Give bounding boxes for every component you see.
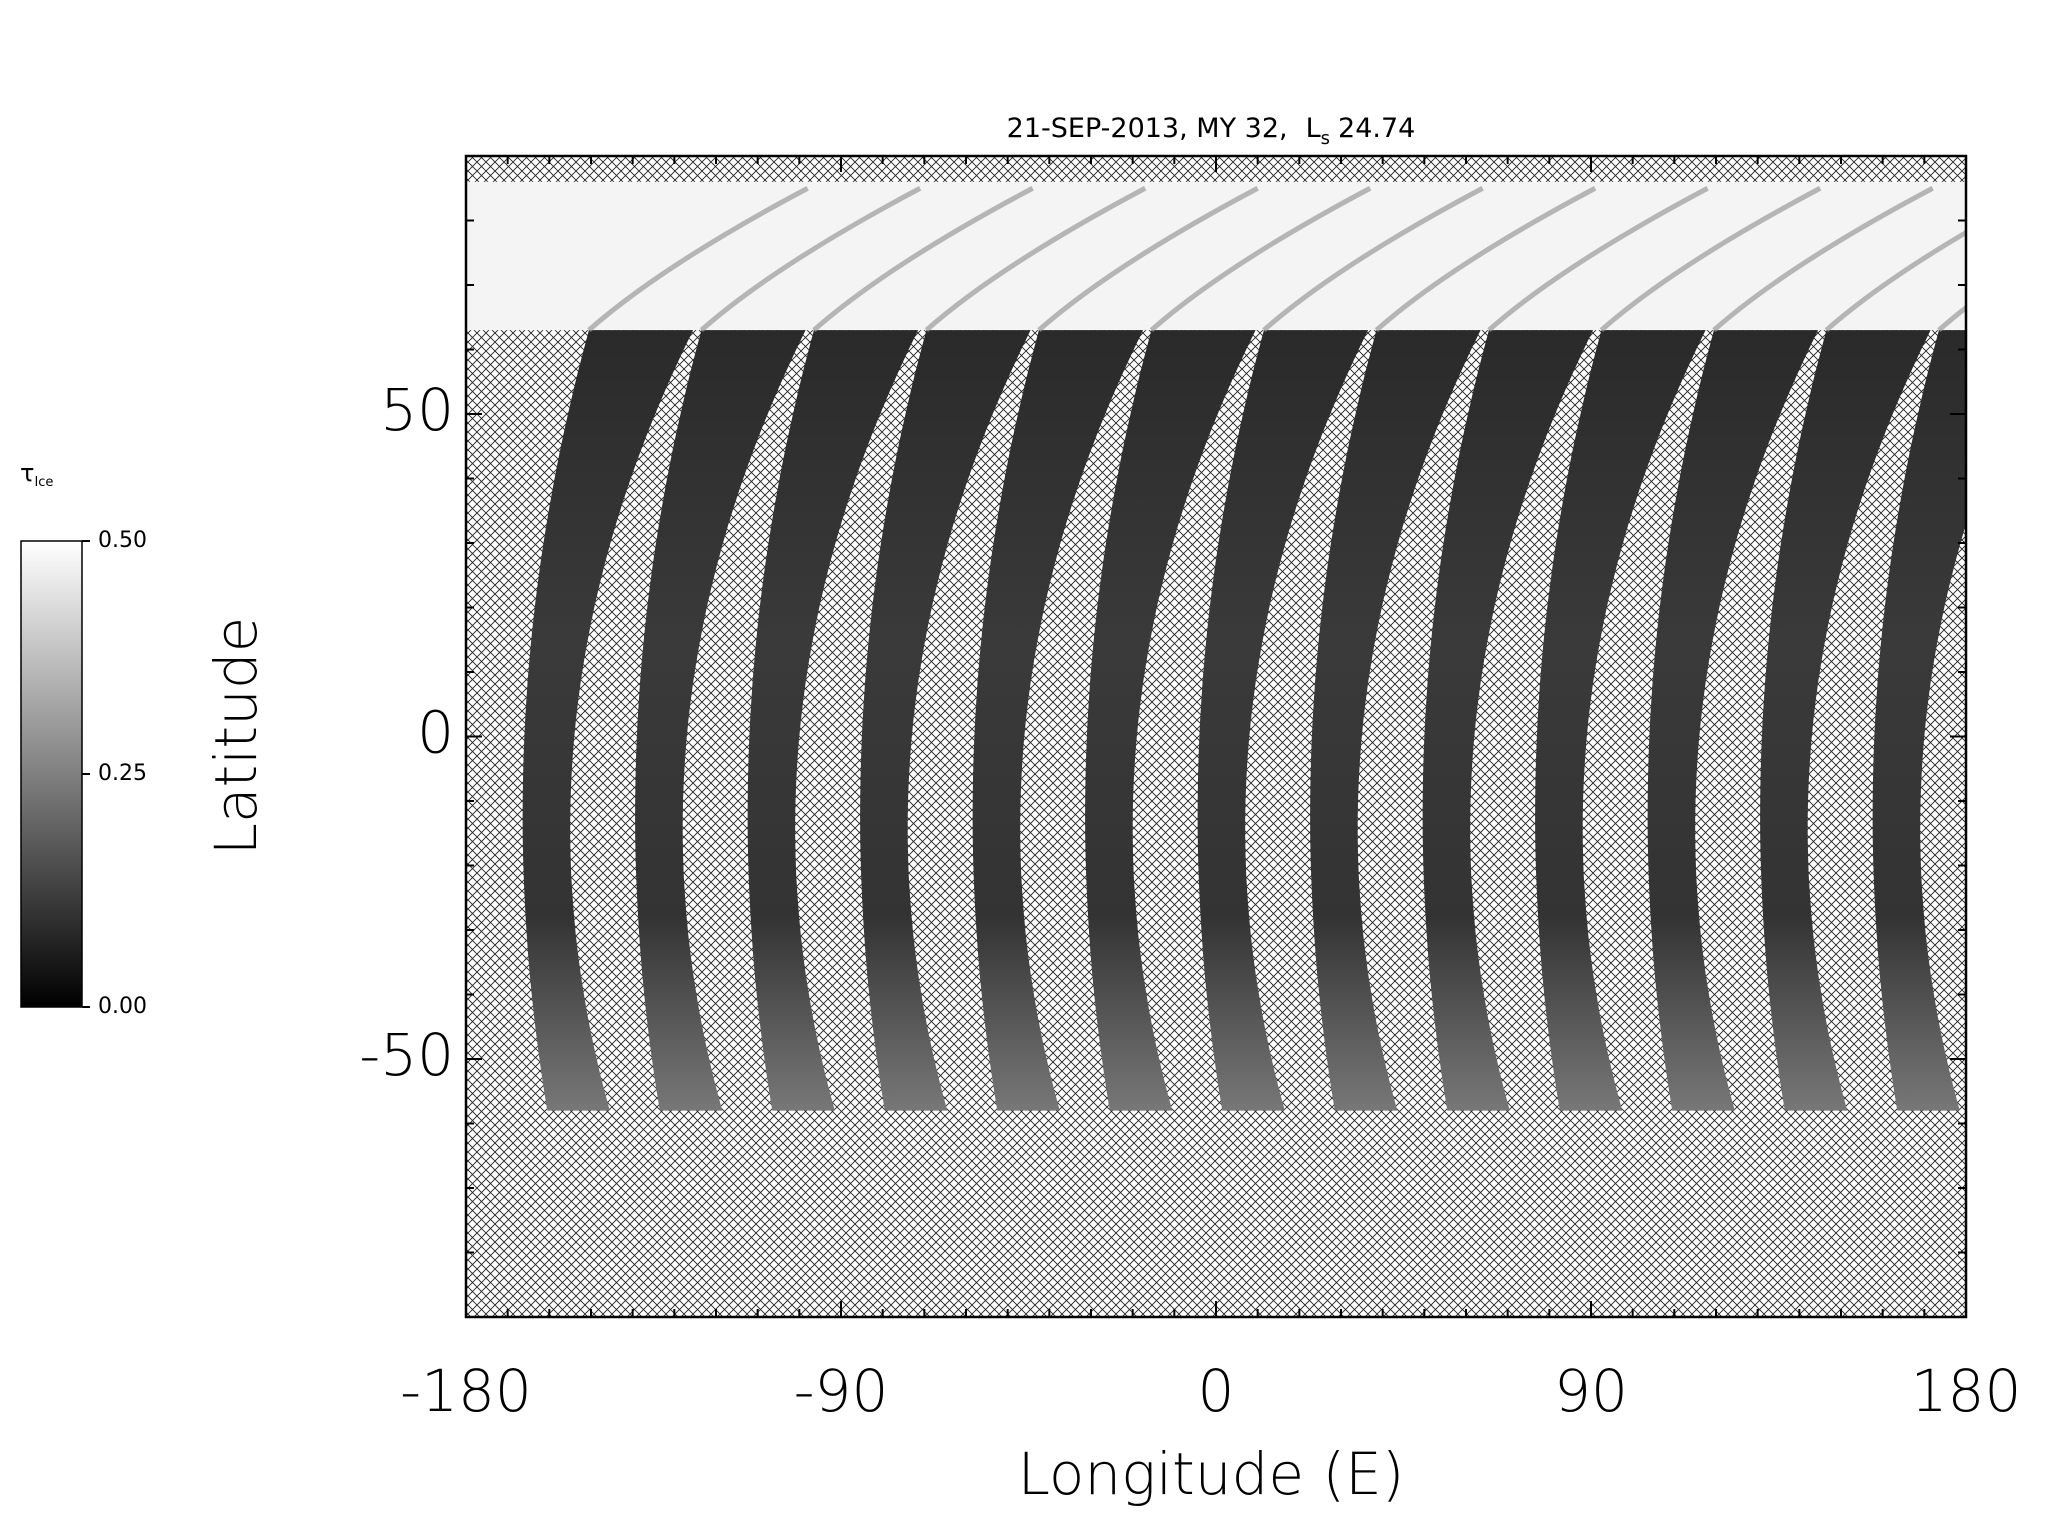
x-tick-label: 0 bbox=[1198, 1357, 1235, 1425]
cap-streak bbox=[1037, 186, 1259, 333]
cap-streak bbox=[587, 186, 809, 333]
cap-streak bbox=[1712, 186, 1934, 333]
polar-cap bbox=[466, 181, 1966, 331]
y-axis-label: Latitude bbox=[202, 617, 270, 856]
colorbar-symbol: τ bbox=[20, 459, 34, 487]
chart-title: 21-SEP-2013, MY 32, Ls 24.74 bbox=[1007, 113, 1416, 150]
colorbar bbox=[20, 540, 83, 1008]
swath bbox=[860, 330, 1031, 1111]
swath bbox=[972, 330, 1144, 1111]
cap-streak bbox=[1262, 186, 1484, 333]
swath bbox=[522, 330, 694, 1111]
colorbar-subscript: Ice bbox=[34, 475, 53, 490]
swath bbox=[1422, 330, 1594, 1111]
title-text: 21-SEP-2013, MY 32, bbox=[1007, 113, 1288, 144]
colorbar-label: τIce bbox=[20, 459, 53, 490]
swath bbox=[1760, 330, 1931, 1111]
x-tick-label: 180 bbox=[1911, 1357, 2022, 1425]
cap-streak bbox=[1149, 186, 1372, 333]
cap-streak bbox=[699, 186, 922, 333]
colorbar-tick-label: 0.25 bbox=[98, 761, 147, 786]
title-ls-value: 24.74 bbox=[1338, 113, 1415, 144]
swath bbox=[1872, 330, 1966, 1111]
map-layer bbox=[466, 181, 1966, 1111]
cap-streak bbox=[812, 186, 1034, 333]
y-tick-label: 50 bbox=[380, 376, 454, 444]
swath bbox=[747, 330, 919, 1111]
cap-streak bbox=[1487, 186, 1709, 333]
cap-streak bbox=[1599, 186, 1822, 333]
x-axis-label: Longitude (E) bbox=[1018, 1440, 1405, 1508]
cap-streak bbox=[1374, 186, 1597, 333]
swath bbox=[1197, 330, 1369, 1111]
cap-streak bbox=[1937, 304, 1966, 333]
colorbar-tick-label: 0.00 bbox=[98, 994, 147, 1019]
colorbar-axis: 0.00 0.25 0.50 bbox=[82, 528, 147, 1019]
axes: -180 -90 0 90 180 -50 0 50 bbox=[359, 156, 2021, 1425]
x-tick-label: -180 bbox=[400, 1357, 532, 1425]
x-tick-label: -90 bbox=[794, 1357, 889, 1425]
y-tick-label: 0 bbox=[417, 699, 454, 767]
y-tick-label: -50 bbox=[359, 1021, 454, 1089]
swath bbox=[1535, 330, 1706, 1111]
swath bbox=[1647, 330, 1819, 1111]
colorbar-tick-label: 0.50 bbox=[98, 528, 147, 553]
swath bbox=[1085, 330, 1256, 1111]
swath bbox=[1310, 330, 1481, 1111]
x-tick-label: 90 bbox=[1554, 1357, 1628, 1425]
title-ls-symbol: L bbox=[1306, 113, 1321, 144]
title-ls-subscript: s bbox=[1321, 128, 1330, 149]
cap-streak bbox=[1824, 229, 1966, 333]
cap-streak bbox=[924, 186, 1147, 333]
swath bbox=[635, 330, 806, 1111]
